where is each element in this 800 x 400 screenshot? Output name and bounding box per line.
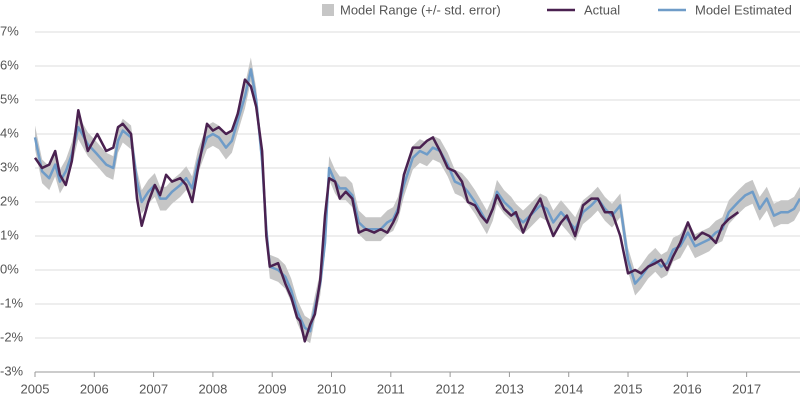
y-tick-label: 1% (0, 227, 19, 242)
x-tick-label: 2008 (198, 381, 227, 396)
legend-label: Model Estimated (695, 2, 792, 17)
y-tick-label: 6% (0, 57, 19, 72)
x-tick-label: 2010 (317, 381, 346, 396)
y-tick-label: -1% (0, 295, 24, 310)
y-tick-label: 2% (0, 193, 19, 208)
x-tick-label: 2017 (732, 381, 761, 396)
x-tick-label: 2013 (495, 381, 524, 396)
y-tick-label: -2% (0, 329, 24, 344)
x-tick-label: 2009 (258, 381, 287, 396)
x-tick-label: 2016 (673, 381, 702, 396)
x-tick-label: 2005 (21, 381, 50, 396)
x-tick-label: 2014 (554, 381, 583, 396)
y-tick-label: 7% (0, 23, 19, 38)
legend-label: Model Range (+/- std. error) (340, 2, 501, 17)
x-tick-label: 2011 (377, 381, 405, 396)
legend-label: Actual (584, 2, 620, 17)
y-tick-label: 0% (0, 261, 19, 276)
x-tick-label: 2006 (80, 381, 109, 396)
legend-swatch (322, 4, 334, 16)
x-tick-label: 2012 (436, 381, 465, 396)
x-tick-label: 2007 (139, 381, 168, 396)
series-line (33, 78, 740, 343)
y-tick-label: 4% (0, 125, 19, 140)
x-tick-label: 2015 (614, 381, 643, 396)
y-tick-label: 3% (0, 159, 19, 174)
y-tick-label: -3% (0, 363, 24, 378)
y-tick-label: 5% (0, 91, 19, 106)
